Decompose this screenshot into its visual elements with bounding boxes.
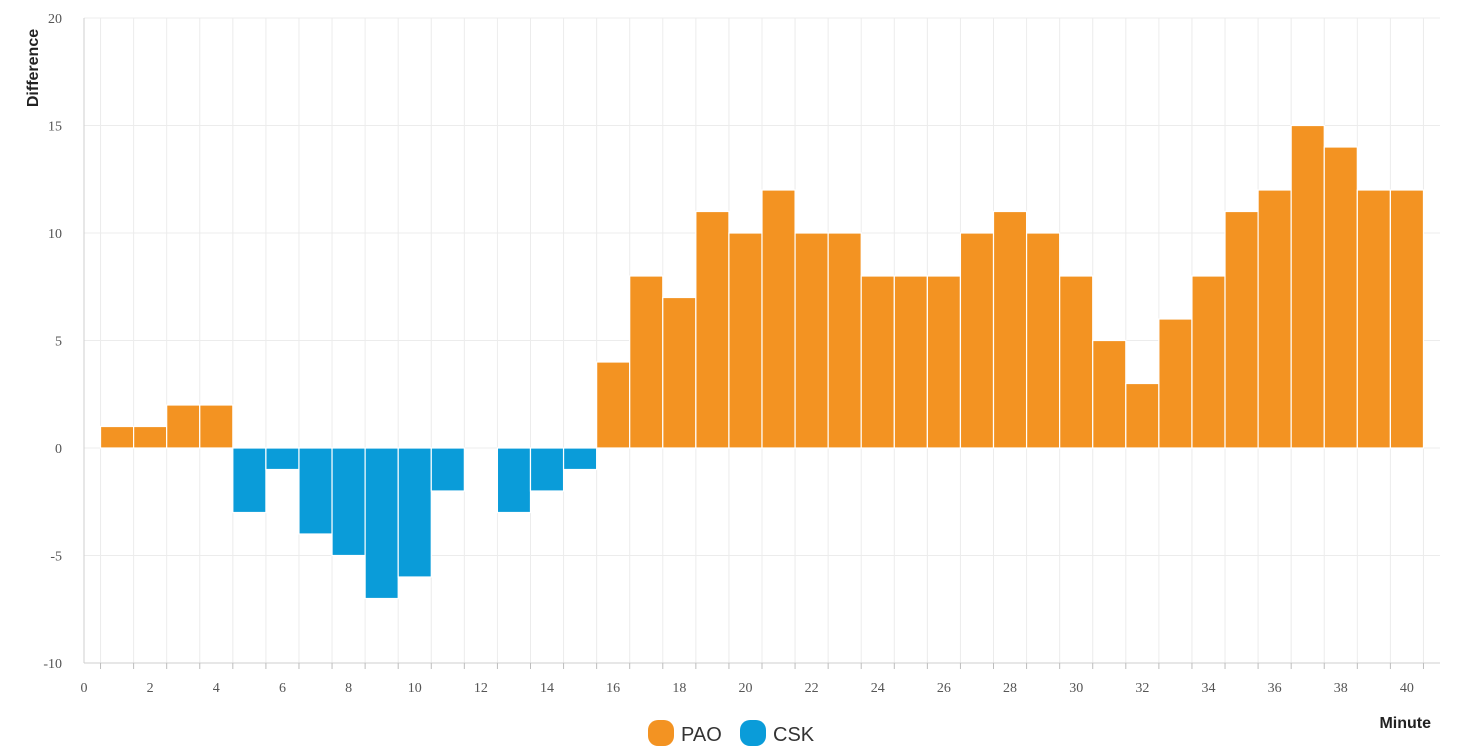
bar-minute-35 <box>1224 210 1259 449</box>
y-tick-label: 5 <box>55 335 62 350</box>
x-tick-label: 0 <box>81 681 88 696</box>
bar-minute-20 <box>728 232 763 449</box>
bar-minute-40 <box>1389 189 1425 449</box>
bar-minute-9 <box>364 447 399 600</box>
bar-minute-16 <box>596 361 631 449</box>
x-tick-label: 12 <box>474 681 488 696</box>
bar-minute-5 <box>232 447 267 514</box>
y-tick-label: 15 <box>48 120 62 135</box>
x-tick-label: 22 <box>805 681 819 696</box>
bars <box>99 124 1425 600</box>
bar-minute-31 <box>1092 339 1127 449</box>
bar-minute-28 <box>992 210 1028 449</box>
x-tick-label: 34 <box>1201 681 1215 696</box>
axes <box>83 18 1440 669</box>
x-tick-label: 16 <box>606 681 620 696</box>
bar-minute-18 <box>662 296 697 449</box>
bar-minute-36 <box>1257 189 1292 449</box>
x-tick-label: 38 <box>1334 681 1348 696</box>
bar-minute-17 <box>629 275 664 449</box>
bar-minute-30 <box>1059 275 1094 449</box>
bar-minute-26 <box>926 275 962 449</box>
y-tick-labels: 20 15 10 5 0 -5 -10 <box>43 12 62 672</box>
x-tick-label: 26 <box>937 681 951 696</box>
x-tick-label: 4 <box>213 681 220 696</box>
legend-label-csk: CSK <box>773 724 815 746</box>
legend: PAO CSK <box>648 720 815 746</box>
x-tick-label: 8 <box>345 681 352 696</box>
x-tick-label: 36 <box>1268 681 1282 696</box>
x-tick-label: 40 <box>1400 681 1414 696</box>
y-axis-title: Difference <box>25 29 42 107</box>
x-tick-label: 28 <box>1003 681 1017 696</box>
y-tick-label: 10 <box>48 227 62 242</box>
bar-minute-19 <box>695 210 730 449</box>
bar-minute-39 <box>1356 189 1391 449</box>
bar-minute-15 <box>562 447 598 471</box>
y-tick-label: -5 <box>50 550 62 565</box>
bar-minute-23 <box>827 232 862 449</box>
bar-minute-2 <box>133 425 168 449</box>
bar-minute-6 <box>265 447 300 471</box>
bar-minute-37 <box>1290 124 1325 449</box>
x-tick-label: 10 <box>408 681 422 696</box>
bar-minute-27 <box>959 232 995 449</box>
bar-minute-3 <box>166 404 201 449</box>
x-tick-label: 20 <box>738 681 752 696</box>
y-tick-label: 0 <box>55 442 62 457</box>
bar-minute-24 <box>860 275 895 449</box>
bar-minute-21 <box>761 189 796 449</box>
bar-minute-22 <box>794 232 829 449</box>
bar-minute-33 <box>1158 318 1193 449</box>
x-tick-labels: 0 2 4 6 8 10 12 14 16 18 20 22 24 26 28 30 32 34 36 38 40 <box>81 681 1414 696</box>
bar-minute-38 <box>1323 146 1358 449</box>
y-tick-label: 20 <box>48 12 62 27</box>
bar-minute-8 <box>331 447 366 557</box>
bar-minute-25 <box>893 275 928 449</box>
bar-minute-1 <box>99 425 135 449</box>
x-tick-label: 6 <box>279 681 286 696</box>
bar-minute-7 <box>298 447 333 535</box>
bar-minute-32 <box>1125 382 1160 449</box>
x-tick-label: 2 <box>147 681 154 696</box>
x-axis-title: Minute <box>1379 715 1431 732</box>
bar-minute-10 <box>397 447 432 578</box>
x-tick-label: 18 <box>672 681 686 696</box>
legend-label-pao: PAO <box>681 724 722 746</box>
bar-minute-11 <box>430 447 465 492</box>
legend-swatch-pao <box>648 720 674 746</box>
bar-minute-34 <box>1191 275 1226 449</box>
bar-minute-4 <box>199 404 234 449</box>
y-tick-label: -10 <box>43 657 62 672</box>
legend-swatch-csk <box>740 720 766 746</box>
x-tick-label: 32 <box>1135 681 1149 696</box>
x-tick-label: 30 <box>1069 681 1083 696</box>
x-tick-label: 14 <box>540 681 554 696</box>
x-tick-label: 24 <box>871 681 885 696</box>
bar-minute-29 <box>1025 232 1061 449</box>
bar-minute-14 <box>529 447 565 492</box>
bar-minute-13 <box>496 447 532 514</box>
